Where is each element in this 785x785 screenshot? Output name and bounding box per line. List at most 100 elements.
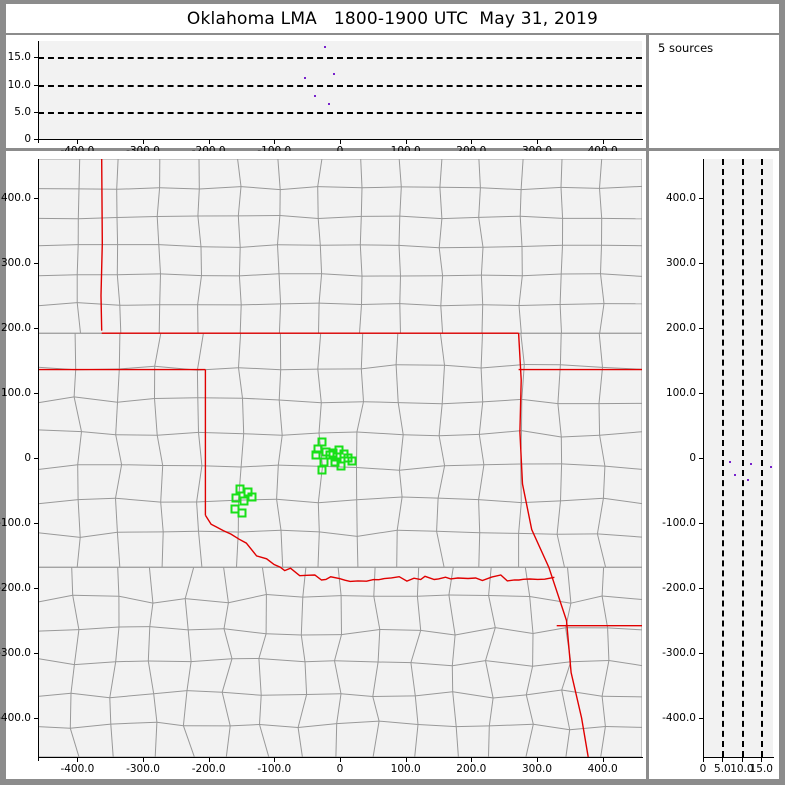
county-boundaries-layer [38,159,642,757]
y-tick-label: -300.0 [662,647,696,659]
x-tickmark [405,757,407,762]
y-tickmark [699,328,704,329]
y-tickmark [34,111,39,113]
source-point [333,72,336,75]
source-marker [247,492,257,502]
county-lines [38,159,642,757]
source-point [328,103,331,106]
y-tick-label: -400.0 [0,712,31,724]
y-axis-line [38,159,39,761]
y-tick-label: -100.0 [662,517,696,529]
y-tick-label: -200.0 [0,582,31,594]
top-plot-area[interactable] [38,41,642,139]
y-tick-label: 0 [24,133,31,145]
x-tickmark [77,139,79,144]
y-tickmark [34,653,39,654]
gridline-vertical [722,159,725,757]
x-tickmark [722,757,724,762]
y-tickmark [34,263,39,264]
y-tick-label: 5.0 [14,105,31,118]
x-tick-label: -100.0 [257,763,292,775]
y-axis-line [703,159,704,761]
x-tickmark [537,139,538,144]
x-tick-label: 0 [336,763,344,775]
y-tickmark [34,84,39,86]
x-tick-label: -400.0 [60,763,95,775]
source-point [750,463,753,466]
y-tickmark [699,523,704,524]
x-tickmark [703,757,704,762]
x-tick-label: -300.0 [126,763,160,775]
y-tick-label: 300.0 [665,257,696,269]
y-tick-label: 10.0 [7,78,31,91]
x-tickmark [405,139,407,144]
x-tickmark [741,757,743,762]
x-tickmark [208,139,210,144]
y-tick-label: 100.0 [665,387,696,399]
gridline-horizontal [38,84,642,87]
x-tickmark [537,757,538,762]
y-tickmark [699,588,704,589]
y-tick-label: -400.0 [662,712,696,724]
right-plot-area[interactable] [703,159,773,757]
map-plot-area[interactable] [38,159,642,757]
y-tickmark [699,458,704,459]
y-tickmark [34,57,39,59]
source-marker [311,450,321,460]
source-point [323,45,326,48]
y-tick-label: 15.0 [7,51,31,64]
y-tickmark [34,139,39,140]
y-tickmark [699,198,704,199]
source-count-label: 5 sources [658,41,714,55]
x-tickmark [340,757,341,762]
source-point [728,461,731,464]
altitude-east-west-panel[interactable]: 05.010.015.0-400.0-300.0-200.0-100.00100… [6,35,646,157]
state-line-red-river [204,514,555,583]
y-tick-label: -100.0 [0,517,31,529]
state-line-panhandle-west [100,159,104,331]
y-tickmark [34,393,39,394]
y-tick-label: 0 [24,452,31,464]
source-point [769,465,772,468]
y-tickmark [34,458,39,459]
x-tickmark [274,757,276,762]
x-axis-line [703,757,774,758]
x-tick-label: 5.0 [714,763,731,775]
y-tick-label: 200.0 [665,322,696,334]
x-tick-label: -200.0 [191,763,226,775]
y-tick-label: 400.0 [665,192,696,204]
source-marker [347,456,357,466]
x-tickmark [761,757,763,762]
page-title: Oklahoma LMA 1800-1900 UTC May 31, 2019 [186,8,599,29]
source-marker [334,445,344,455]
y-tickmark [34,198,39,199]
map-panel[interactable]: 400.0 300.0 200.0 100.0 0 -100.0 -200.0 -300.0 -… [0,151,646,779]
source-markers-layer [38,159,642,757]
x-tick-label: 300.0 [521,763,553,775]
y-tickmark [34,588,39,589]
y-tick-label: -200.0 [662,582,696,594]
x-tickmark [208,757,210,762]
x-tickmark [471,757,473,762]
source-point [734,473,737,476]
y-tickmark [699,263,704,264]
x-tickmark [602,139,604,144]
state-lines [38,159,642,757]
x-tick-label: 400.0 [587,763,618,775]
source-point [313,95,316,98]
y-tickmark [699,393,704,394]
x-tickmark [143,757,144,762]
y-tickmark [34,718,39,719]
x-tick-label: 200.0 [456,763,487,775]
y-tick-label: 300.0 [0,257,31,269]
gridline-vertical [741,159,744,757]
x-tickmark [274,139,276,144]
source-marker [317,465,327,475]
x-tick-label: 10.0 [730,763,754,775]
gridline-horizontal [38,111,642,114]
x-tick-label: 0 [699,763,707,775]
y-tickmark [34,523,39,524]
altitude-north-south-panel[interactable]: 400.0 300.0 200.0 100.0 0 -100.0 -200.0 -300.0 -… [649,151,779,779]
source-point [747,478,750,481]
